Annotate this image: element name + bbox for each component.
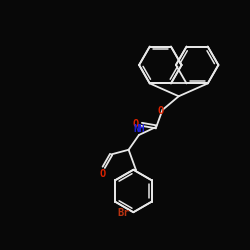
Text: NH: NH — [133, 124, 145, 134]
Text: Br: Br — [118, 208, 130, 218]
Text: O: O — [133, 118, 139, 128]
Text: O: O — [99, 169, 105, 179]
Text: O: O — [157, 106, 164, 116]
